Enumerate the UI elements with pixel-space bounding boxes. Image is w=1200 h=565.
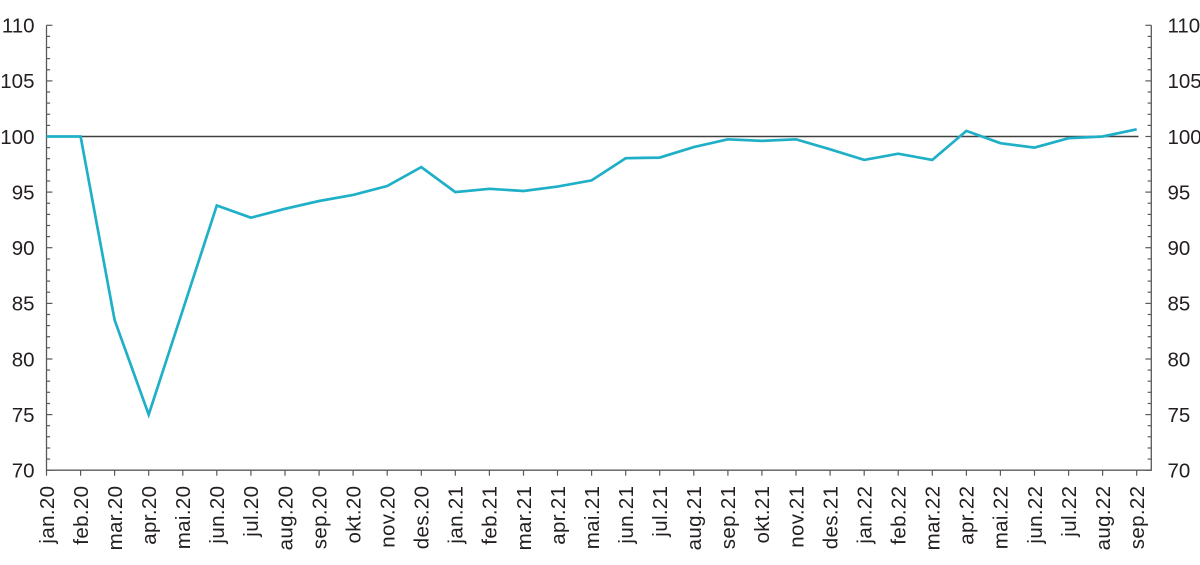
svg-text:jul.21: jul.21 <box>649 486 672 538</box>
svg-text:80: 80 <box>1168 348 1191 371</box>
svg-text:sep.21: sep.21 <box>717 486 740 550</box>
svg-text:95: 95 <box>12 181 35 204</box>
svg-text:apr.20: apr.20 <box>138 486 161 545</box>
svg-text:80: 80 <box>12 348 35 371</box>
svg-text:apr.21: apr.21 <box>547 486 570 545</box>
svg-text:mar.20: mar.20 <box>104 486 127 551</box>
svg-text:jan.22: jan.22 <box>854 486 877 545</box>
svg-text:okt.21: okt.21 <box>751 486 774 544</box>
svg-text:110: 110 <box>2 15 35 38</box>
svg-text:sep.22: sep.22 <box>1126 486 1149 550</box>
svg-text:85: 85 <box>12 293 35 316</box>
svg-text:mai.21: mai.21 <box>581 486 604 550</box>
svg-text:75: 75 <box>12 404 35 427</box>
svg-text:sep.20: sep.20 <box>308 486 331 550</box>
svg-text:nov.20: nov.20 <box>377 486 400 548</box>
svg-text:aug.20: aug.20 <box>274 486 297 551</box>
svg-text:feb.20: feb.20 <box>70 486 93 545</box>
svg-text:jan.20: jan.20 <box>36 486 59 545</box>
svg-text:105: 105 <box>0 70 34 93</box>
svg-text:jul.20: jul.20 <box>240 486 263 538</box>
svg-text:mar.21: mar.21 <box>513 486 536 551</box>
svg-text:apr.22: apr.22 <box>956 486 979 545</box>
svg-text:jul.22: jul.22 <box>1058 486 1081 538</box>
svg-text:aug.21: aug.21 <box>683 486 706 551</box>
svg-text:95: 95 <box>1168 181 1191 204</box>
svg-text:100: 100 <box>0 126 34 149</box>
svg-text:jun.20: jun.20 <box>206 486 229 545</box>
svg-text:jan.21: jan.21 <box>445 486 468 545</box>
svg-text:90: 90 <box>1168 237 1191 260</box>
svg-text:aug.22: aug.22 <box>1092 486 1115 551</box>
svg-text:75: 75 <box>1168 404 1191 427</box>
svg-text:des.21: des.21 <box>819 486 842 550</box>
svg-text:105: 105 <box>1168 70 1200 93</box>
svg-text:jun.21: jun.21 <box>615 486 638 545</box>
svg-text:okt.20: okt.20 <box>342 486 365 544</box>
svg-text:jun.22: jun.22 <box>1024 486 1047 545</box>
svg-text:85: 85 <box>1168 293 1191 316</box>
svg-text:mai.22: mai.22 <box>990 486 1013 550</box>
svg-text:feb.22: feb.22 <box>888 486 911 545</box>
svg-text:mai.20: mai.20 <box>172 486 195 550</box>
svg-text:90: 90 <box>12 237 35 260</box>
svg-text:70: 70 <box>1168 460 1191 483</box>
svg-text:70: 70 <box>12 460 35 483</box>
svg-text:nov.21: nov.21 <box>785 486 808 548</box>
svg-text:des.20: des.20 <box>411 486 434 550</box>
svg-text:feb.21: feb.21 <box>479 486 502 545</box>
svg-text:mar.22: mar.22 <box>922 486 945 551</box>
svg-text:110: 110 <box>1168 15 1200 38</box>
svg-text:100: 100 <box>1168 126 1200 149</box>
